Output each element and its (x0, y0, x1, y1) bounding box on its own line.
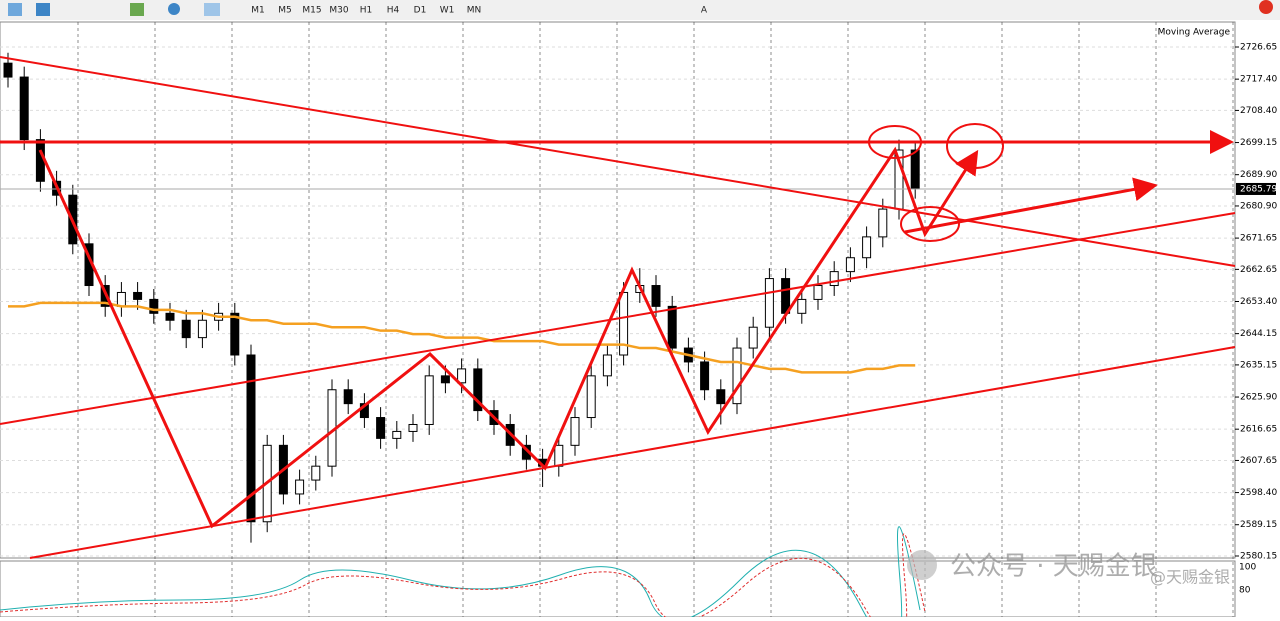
last-price-box (1236, 182, 1276, 195)
candle-body (570, 417, 580, 446)
y-tick-label: 2689.90 (1240, 170, 1277, 180)
tool-icon[interactable] (8, 3, 22, 16)
y-tick-label: 2635.15 (1240, 360, 1277, 370)
candle-body (554, 444, 564, 467)
y-tick-label: 2580.15 (1240, 551, 1277, 561)
last-price-label: 2685.79 (1240, 184, 1277, 194)
price-axis: 2726.65 2717.40 2708.40 2699.15 2689.90 2680.… (1235, 43, 1277, 561)
toolbar (0, 0, 1280, 20)
candle-body (910, 149, 920, 189)
candle-body (602, 354, 612, 377)
candle-body (862, 236, 872, 259)
candle-body (748, 326, 758, 349)
y-tick-label: 2616.65 (1240, 425, 1277, 435)
candle-body (667, 305, 677, 349)
candle-body (829, 271, 839, 287)
y-tick-label: 2598.40 (1240, 488, 1277, 498)
candle-body (392, 430, 402, 439)
timeframe-button[interactable]: D1 (414, 6, 427, 16)
candle-body (732, 347, 742, 405)
y-tick-label: 2662.65 (1240, 265, 1277, 275)
candle-body (133, 291, 143, 300)
y-tick-label: 2644.15 (1240, 329, 1277, 339)
tool-icon[interactable] (36, 3, 50, 16)
timeframe-button[interactable]: M15 (302, 6, 321, 16)
candle-body (246, 354, 256, 523)
y-tick-label: 2680.90 (1240, 201, 1277, 211)
timeframe-button[interactable]: MN (467, 6, 482, 16)
candle-body (197, 319, 207, 339)
price-chart (0, 52, 1235, 543)
timeframe-button[interactable]: M1 (251, 6, 265, 16)
timeframe-button[interactable]: H4 (387, 6, 400, 16)
timeframe-bar: M1 M5 M15 M30 H1 H4 D1 W1 MN (251, 6, 481, 16)
candle-body (376, 417, 386, 439)
timeframe-button[interactable]: W1 (440, 6, 455, 16)
tool-icon[interactable] (204, 3, 220, 16)
candle-body (295, 479, 305, 495)
candle-body (3, 62, 13, 78)
tool-icon[interactable] (130, 3, 144, 16)
y-tick-label: 2653.40 (1240, 297, 1277, 307)
osc-tick-label: 100 (1239, 563, 1256, 573)
candle-body (116, 291, 126, 307)
annotations (0, 56, 1236, 559)
candle-body (716, 389, 726, 405)
candle-body (845, 257, 855, 273)
candle-body (149, 298, 159, 314)
candle-body (181, 319, 191, 339)
candle-body (457, 368, 467, 384)
candle-body (797, 298, 807, 314)
oscillator-lines (0, 526, 926, 621)
candle-body (440, 375, 450, 384)
candle-body (311, 465, 321, 481)
candle-body (165, 312, 175, 321)
candle-body (764, 278, 774, 328)
candle-body (19, 76, 29, 141)
oscillator-panel (0, 560, 1236, 618)
price-panel (0, 21, 1236, 559)
candle-body (408, 423, 418, 432)
y-tick-label: 2625.90 (1240, 393, 1277, 403)
y-tick-label: 2708.40 (1240, 106, 1277, 116)
timeframe-button[interactable]: H1 (360, 6, 373, 16)
candle-body (343, 389, 353, 405)
candle-body (878, 208, 888, 238)
watermark: 公众号 · 天赐金银 (950, 552, 1157, 582)
y-tick-label: 2726.65 (1240, 43, 1277, 53)
moving-average (8, 301, 916, 374)
candle-body (586, 375, 596, 419)
y-tick-label: 2717.40 (1240, 75, 1277, 85)
watermark-sub: @天赐金银 (1150, 568, 1230, 587)
alert-icon[interactable] (1259, 0, 1273, 14)
watermark-icon (907, 550, 937, 580)
text-tool[interactable]: A (701, 6, 708, 16)
timeframe-button[interactable]: M5 (278, 6, 292, 16)
candle-body (700, 361, 710, 391)
candle-body (424, 375, 434, 425)
y-tick-label: 2589.15 (1240, 520, 1277, 530)
y-tick-label: 2607.65 (1240, 456, 1277, 466)
tool-icon[interactable] (168, 3, 180, 15)
candle-body (473, 368, 483, 412)
candle-body (813, 285, 823, 300)
y-tick-label: 2671.65 (1240, 234, 1277, 244)
candle-body (230, 312, 240, 356)
y-tick-label: 2699.15 (1240, 138, 1277, 148)
timeframe-button[interactable]: M30 (329, 6, 348, 16)
candle-body (651, 285, 661, 307)
indicator-label: Moving Average (1158, 28, 1231, 38)
osc-tick-label: 80 (1239, 586, 1251, 596)
